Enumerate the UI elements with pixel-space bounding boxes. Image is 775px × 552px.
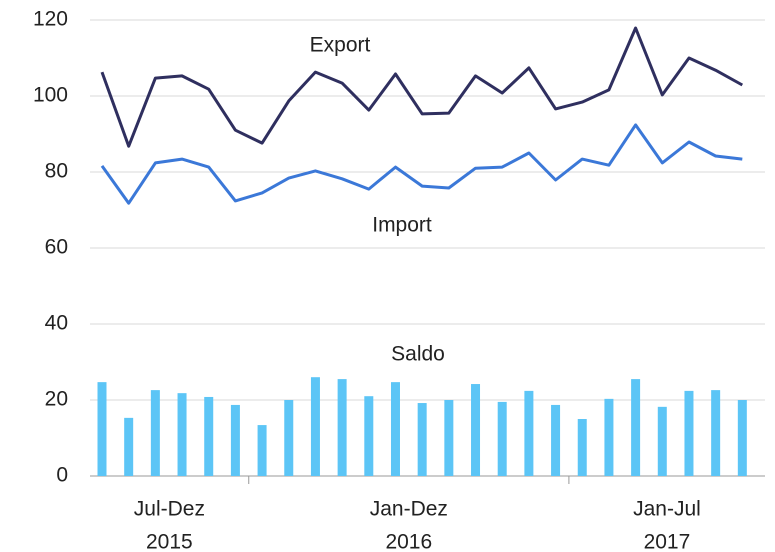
bar xyxy=(337,379,347,476)
bar xyxy=(737,400,747,476)
y-tick-label: 20 xyxy=(45,388,68,411)
bar xyxy=(177,393,187,476)
bar xyxy=(150,390,160,476)
series-label: Export xyxy=(310,34,371,57)
bar xyxy=(471,384,481,476)
group-label: Jul-Dez xyxy=(134,498,205,521)
bar xyxy=(444,400,454,476)
y-tick-label: 60 xyxy=(45,236,68,259)
bar xyxy=(497,401,507,476)
group-year: 2016 xyxy=(385,531,432,552)
y-tick-label: 100 xyxy=(33,84,68,107)
group-year: 2017 xyxy=(644,531,691,552)
y-tick-label: 40 xyxy=(45,312,68,335)
line xyxy=(100,26,744,148)
bar xyxy=(364,396,374,476)
bar xyxy=(257,425,267,476)
bar xyxy=(604,398,614,476)
group-label: Jan-Dez xyxy=(370,498,448,521)
bar xyxy=(524,390,534,476)
bar xyxy=(230,404,240,476)
series-label: Saldo xyxy=(391,343,445,366)
bar xyxy=(577,419,587,476)
bar xyxy=(97,382,107,476)
bar xyxy=(551,404,561,476)
line xyxy=(100,123,743,205)
bar xyxy=(284,400,294,476)
y-tick-label: 120 xyxy=(33,8,68,31)
bar xyxy=(417,403,427,476)
group-label: Jan-Jul xyxy=(633,498,701,521)
bar xyxy=(631,379,641,476)
group-year: 2015 xyxy=(146,531,193,552)
series-label: Import xyxy=(372,214,432,237)
bar xyxy=(124,417,134,476)
bar xyxy=(390,382,400,476)
bar xyxy=(657,406,667,476)
bar xyxy=(204,396,214,476)
y-tick-label: 80 xyxy=(45,160,68,183)
bar xyxy=(310,377,320,476)
bar xyxy=(711,390,721,476)
y-tick-label: 0 xyxy=(56,464,68,487)
bar xyxy=(684,390,694,476)
